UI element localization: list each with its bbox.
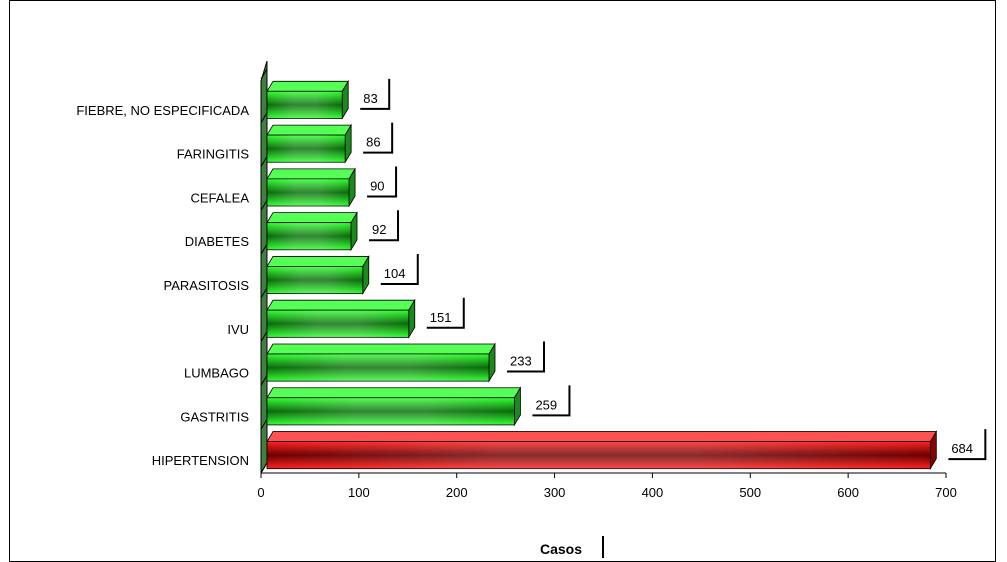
bar-shine [267, 91, 343, 119]
data-label-bracket [532, 385, 571, 417]
bar-top-face [266, 343, 496, 355]
bar-top-face [266, 387, 522, 399]
y-axis-tick [260, 200, 268, 211]
x-axis-title: Casos [540, 541, 582, 557]
data-label: 104 [384, 266, 406, 281]
data-label: 90 [370, 178, 384, 193]
y-axis-tick [260, 156, 268, 167]
bar-shine [267, 441, 931, 469]
y-category-label: FARINGITIS [177, 147, 250, 162]
axes-group: 0 100 200 300 400 500 600 700 [257, 60, 957, 500]
x-tick-label: 500 [739, 485, 761, 500]
data-label: 86 [366, 135, 380, 150]
data-label-bracket [360, 78, 391, 110]
bar-shine [267, 266, 363, 294]
bar-shine [267, 135, 346, 163]
data-label-bracket [367, 166, 398, 198]
data-label-bracket [507, 341, 546, 373]
data-label-bracket [369, 210, 400, 242]
y-category-label: IVU [227, 322, 249, 337]
y-axis-tick [260, 287, 268, 299]
data-label: 684 [951, 441, 973, 456]
bar-shine [267, 178, 350, 207]
y-axis-tick [260, 462, 268, 474]
y-category-label: LUMBAGO [184, 366, 249, 381]
y-category-label: FIEBRE, NO ESPECIFICADA [76, 103, 249, 118]
x-tick-label: 400 [642, 485, 664, 500]
x-tick-label: 100 [348, 485, 370, 500]
bar-top-face [266, 431, 938, 442]
bar-shine [267, 310, 409, 338]
bar [266, 211, 358, 252]
bar-top-face [266, 256, 370, 267]
y-axis-tick [260, 243, 268, 255]
y-axis-tick [260, 375, 268, 386]
x-tick-label: 0 [257, 485, 264, 500]
bar [266, 386, 522, 427]
bar-top-face [266, 168, 356, 180]
y-axis-wall [260, 60, 268, 475]
x-tick-label: 600 [837, 485, 859, 500]
x-tick-label: 700 [935, 485, 957, 500]
y-category-label: HIPERTENSION [152, 453, 249, 468]
bar-shine [267, 353, 490, 382]
data-label: 83 [363, 91, 377, 106]
y-axis-tick [260, 331, 268, 342]
bar-top-face [266, 80, 349, 92]
data-label-bracket [426, 297, 465, 329]
bar [266, 430, 938, 471]
chart-frame [9, 0, 996, 562]
bar [266, 298, 416, 339]
bar-shine [267, 222, 352, 250]
labels-group: HIPERTENSION 684 GASTRITIS 259 LUMBAGO 233 IVU… [76, 78, 987, 468]
data-label: 259 [535, 397, 557, 412]
data-label-bracket [948, 429, 987, 461]
bar [266, 167, 356, 208]
y-axis-tick [260, 418, 268, 430]
x-tick-label: 200 [446, 485, 468, 500]
data-label-bracket [380, 254, 419, 285]
data-label: 233 [510, 354, 532, 369]
y-axis-tick [260, 112, 268, 124]
bars-group [266, 79, 938, 471]
data-label: 151 [430, 310, 452, 325]
bar-shine [267, 397, 515, 425]
bar [266, 123, 352, 164]
data-label: 92 [372, 222, 386, 237]
data-label-bracket [363, 122, 394, 154]
y-category-label: CEFALEA [190, 190, 249, 205]
y-category-label: DIABETES [185, 234, 250, 249]
y-category-label: PARASITOSIS [164, 278, 250, 293]
bar-top-face [266, 124, 352, 136]
y-axis-tick [260, 68, 268, 80]
bar-top-face [266, 212, 358, 224]
bar [266, 79, 349, 120]
x-tick-label: 300 [544, 485, 566, 500]
bar [266, 342, 496, 383]
bar-top-face [266, 299, 416, 311]
y-category-label: GASTRITIS [180, 409, 249, 424]
bar [266, 254, 370, 296]
